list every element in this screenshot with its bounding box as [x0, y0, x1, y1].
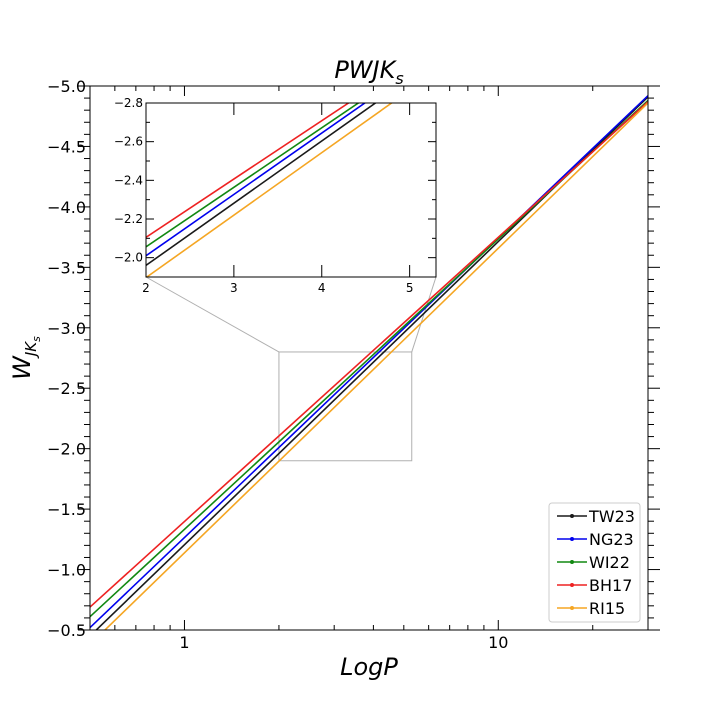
inset-background — [146, 103, 436, 277]
legend-label-ng23: NG23 — [589, 530, 634, 549]
inset-y-tick-label: −2.6 — [114, 135, 143, 149]
legend-label-bh17: BH17 — [589, 576, 632, 595]
inset-y-tick-label: −2.2 — [114, 212, 143, 226]
legend: TW23 NG23 WI22 BH17 RI15 — [548, 502, 641, 623]
y-tick-label: −0.5 — [47, 621, 86, 640]
y-tick-label: −1.0 — [47, 561, 86, 580]
inset-series-line-ri15 — [146, 103, 393, 277]
y-tick-label: −4.5 — [47, 137, 86, 156]
legend-marker-ri15 — [570, 606, 574, 610]
x-tick-label: 1 — [179, 633, 189, 652]
legend-label-tw23: TW23 — [588, 507, 635, 526]
inset-series-group — [146, 103, 393, 277]
inset-series-line-tw23 — [146, 103, 377, 267]
legend-label-ri15: RI15 — [589, 599, 625, 618]
inset-axes: 2 3 4 5 −2.0 −2.2 −2.4 −2.6 −2.8 — [114, 96, 436, 295]
inset-x-tick-label: 4 — [318, 281, 326, 295]
y-tick-label: −2.5 — [47, 379, 86, 398]
y-tick-label: −1.5 — [47, 500, 86, 519]
inset-x-tick-label: 2 — [142, 281, 150, 295]
zoom-connector-left — [145, 276, 280, 353]
legend-box — [548, 502, 641, 623]
y-tick-label: −5.0 — [47, 77, 86, 96]
legend-marker-ng23 — [570, 537, 574, 541]
inset-x-tick-label: 5 — [406, 281, 414, 295]
series-line-ng23 — [90, 95, 648, 629]
legend-marker-bh17 — [570, 583, 574, 587]
zoom-region-rect — [278, 351, 413, 462]
x-tick-label: 10 — [488, 633, 508, 652]
inset-frame — [145, 102, 437, 278]
y-tick-label: −2.0 — [47, 440, 86, 459]
legend-marker-tw23 — [570, 514, 574, 518]
main-plot-frame — [89, 85, 649, 631]
main-axes: 1 10 −0.5 −1.0 −1.5 −2.0 −2.5 −3.0 −3.5 −4.0 −4.5 −… — [47, 77, 660, 652]
y-tick-label: −3.5 — [47, 258, 86, 277]
x-axis-label: LogP — [340, 653, 398, 681]
chart-title: PWJKs — [334, 56, 403, 88]
inset-y-tick-label: −2.8 — [114, 96, 143, 110]
inset-series-line-ng23 — [146, 103, 367, 257]
series-line-ri15 — [103, 102, 648, 630]
inset-y-tick-label: −2.4 — [114, 173, 143, 187]
inset-series-line-bh17 — [146, 103, 350, 238]
legend-label-wi22: WI22 — [589, 553, 630, 572]
series-line-bh17 — [90, 101, 648, 608]
inset-series-line-wi22 — [146, 103, 360, 248]
zoom-indicator — [145, 276, 437, 462]
y-tick-label: −3.0 — [47, 319, 86, 338]
legend-marker-wi22 — [570, 560, 574, 564]
y-axis-label: WJKs — [8, 336, 43, 380]
y-tick-label: −4.0 — [47, 198, 86, 217]
main-series-group — [90, 95, 648, 630]
inset-y-tick-label: −2.0 — [114, 251, 143, 265]
inset-x-tick-label: 3 — [230, 281, 238, 295]
